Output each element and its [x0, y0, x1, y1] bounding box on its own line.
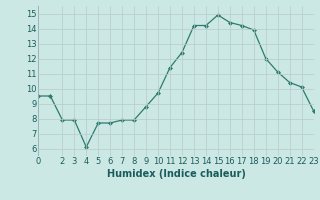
- X-axis label: Humidex (Indice chaleur): Humidex (Indice chaleur): [107, 169, 245, 179]
